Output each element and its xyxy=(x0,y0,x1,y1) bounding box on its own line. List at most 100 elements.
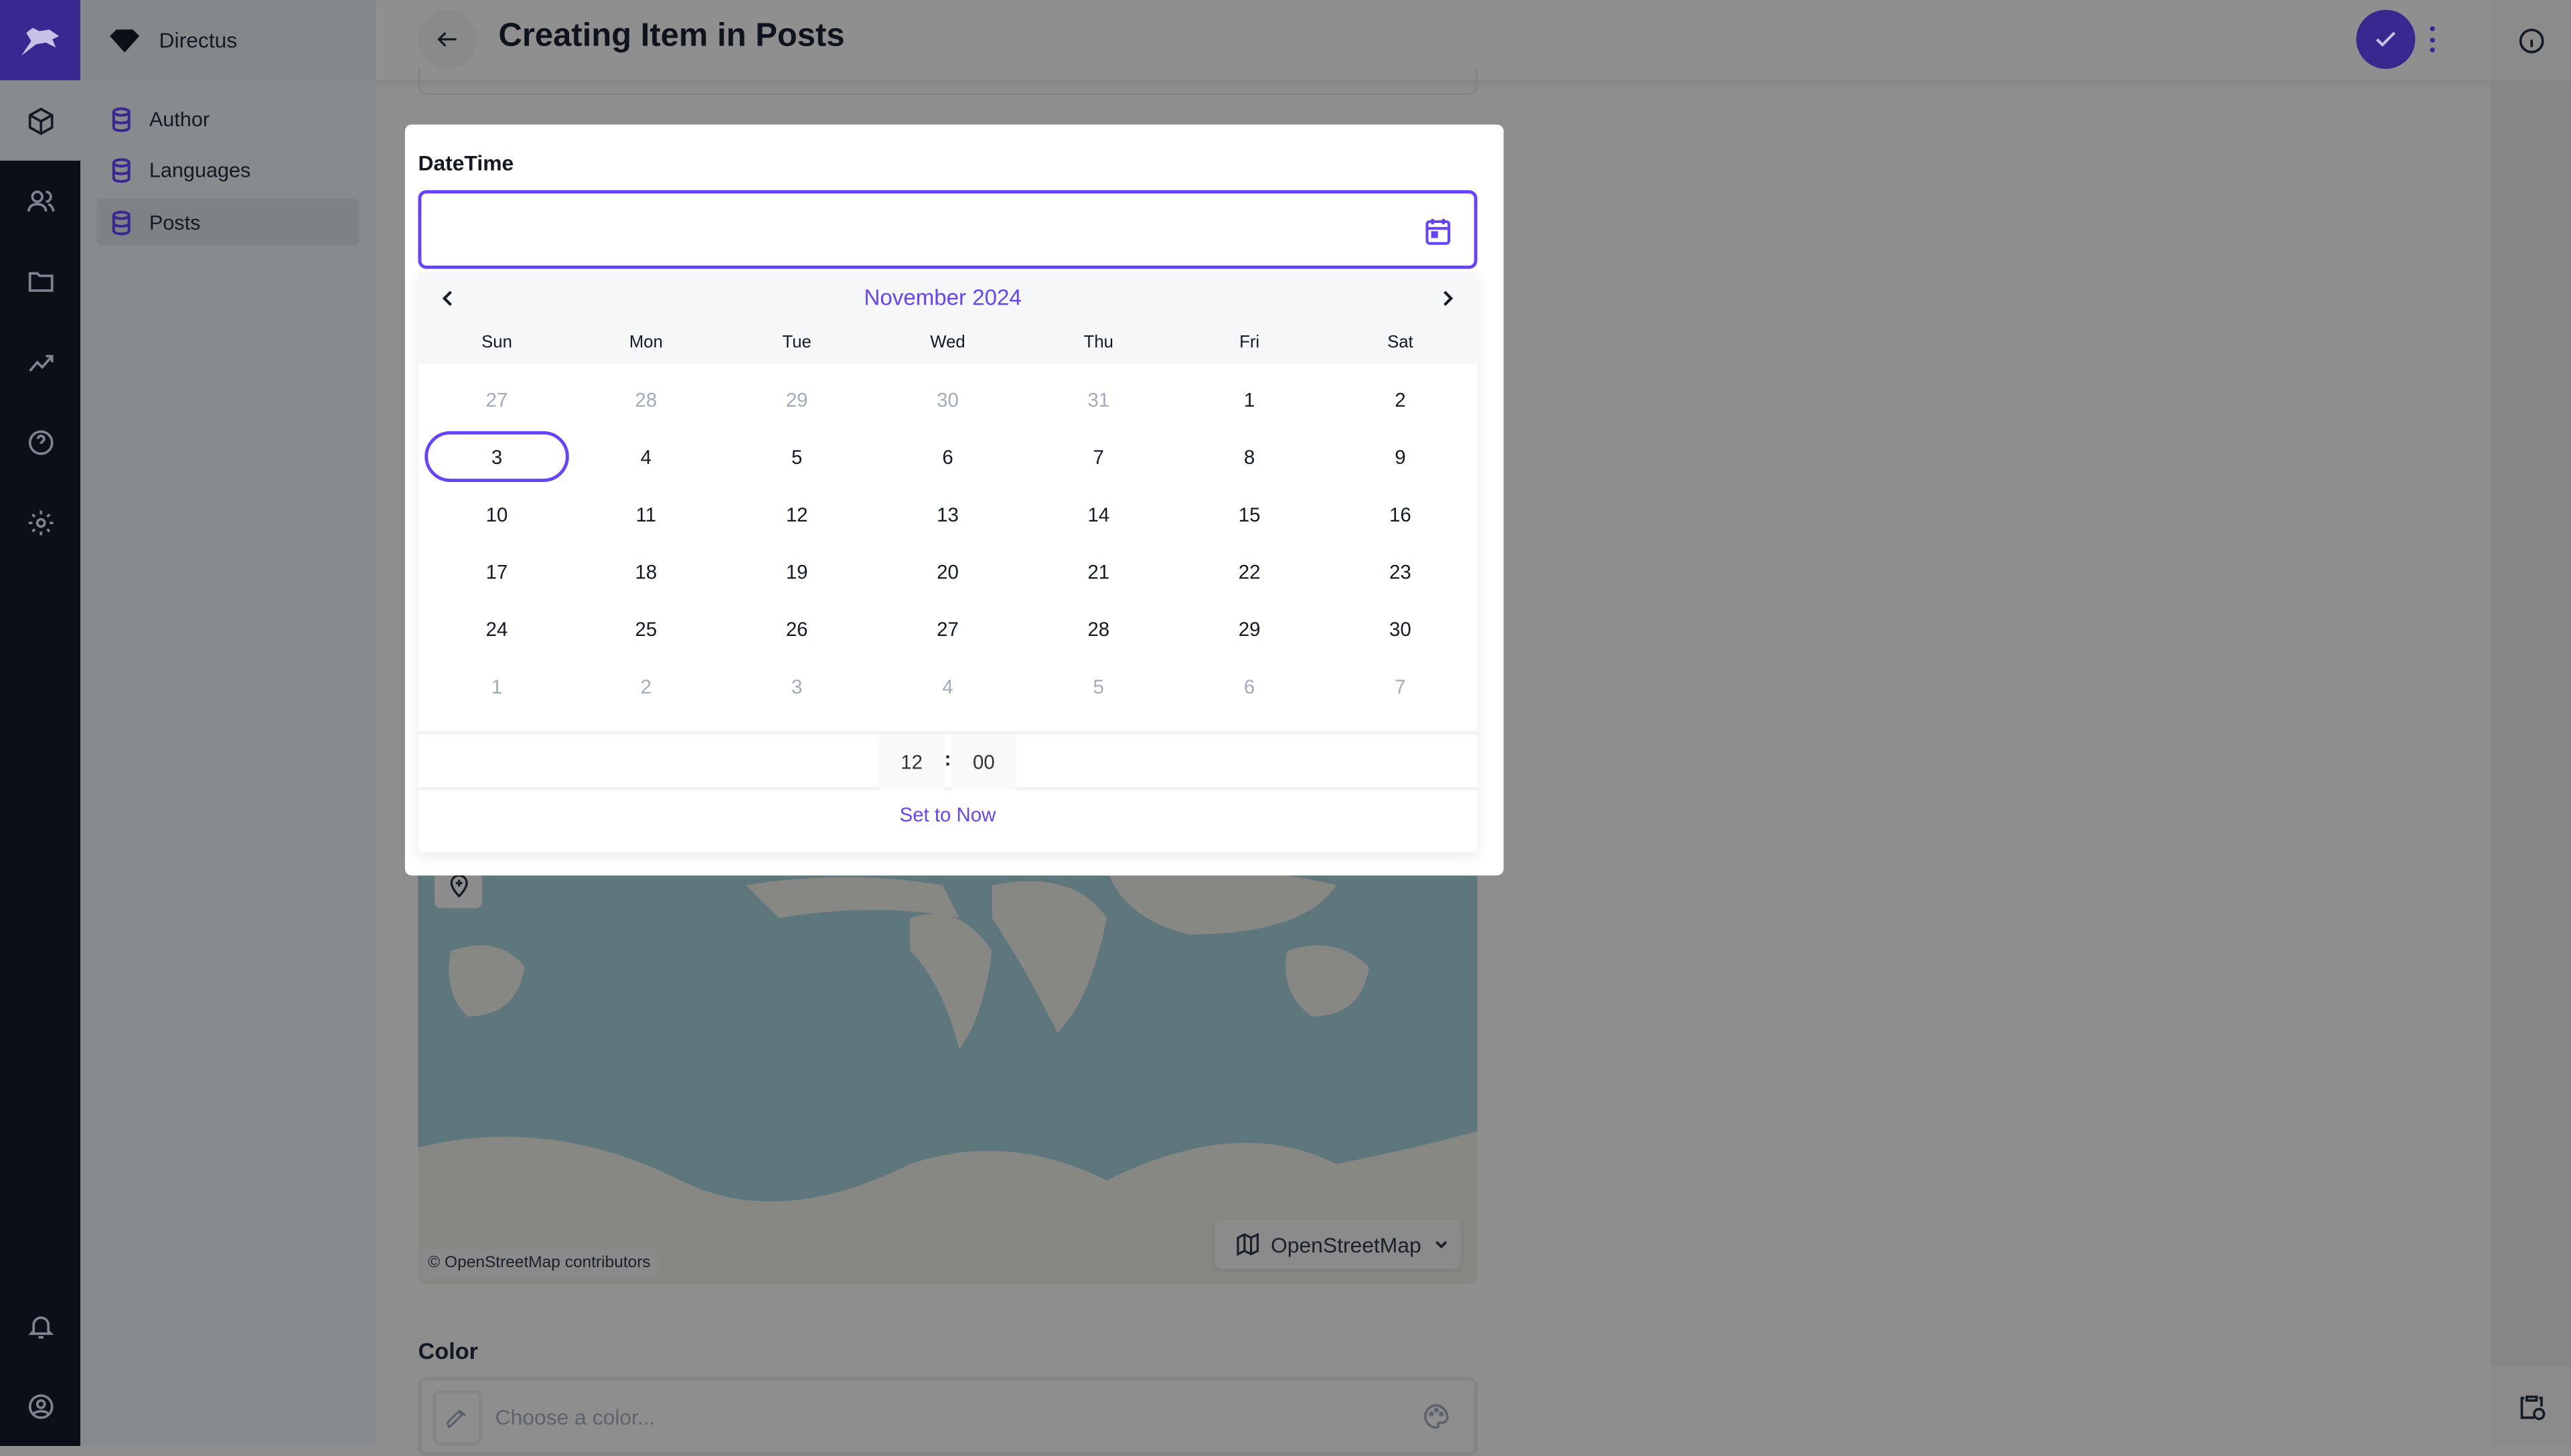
previous-field xyxy=(418,68,1478,96)
project-name: Directus xyxy=(159,27,238,53)
calendar-day[interactable]: 17 xyxy=(485,560,508,583)
calendar-day[interactable]: 30 xyxy=(937,388,959,411)
calendar-day[interactable]: 31 xyxy=(1087,388,1110,411)
project-logo-icon xyxy=(110,28,140,52)
calendar-day[interactable]: 28 xyxy=(635,388,657,411)
users-icon[interactable] xyxy=(23,183,57,218)
calendar-day[interactable]: 27 xyxy=(485,388,508,411)
calendar-day[interactable]: 27 xyxy=(937,617,959,641)
calendar-day[interactable]: 12 xyxy=(785,502,808,525)
back-button[interactable] xyxy=(418,9,477,69)
weekday-header: Tue xyxy=(782,333,811,353)
calendar-day[interactable]: 30 xyxy=(1389,617,1411,641)
nav-item-author[interactable]: Author xyxy=(96,95,359,143)
calendar-day[interactable]: 15 xyxy=(1238,502,1261,525)
calendar-day[interactable]: 8 xyxy=(1243,444,1255,469)
nav-item-label: Author xyxy=(149,107,210,131)
datetime-label: DateTime xyxy=(418,151,514,176)
chevron-right-icon xyxy=(1444,291,1454,306)
check-icon xyxy=(2375,31,2396,47)
weekday-header: Thu xyxy=(1083,333,1113,353)
map-tiles xyxy=(418,866,1478,1284)
calendar-day[interactable]: 13 xyxy=(937,502,959,525)
database-icon xyxy=(112,210,131,235)
sidebar-right xyxy=(2491,0,2571,1447)
hour-input[interactable]: 12 xyxy=(878,734,945,791)
month-label[interactable]: November 2024 xyxy=(864,285,1022,310)
database-icon xyxy=(112,106,131,131)
calendar-day[interactable]: 29 xyxy=(1238,617,1261,641)
folder-icon[interactable] xyxy=(23,264,57,298)
calendar-day[interactable]: 16 xyxy=(1389,502,1411,525)
calendar-day[interactable]: 26 xyxy=(785,617,808,641)
bell-icon[interactable] xyxy=(23,1308,57,1342)
previous-month-button[interactable] xyxy=(435,285,461,311)
eyedropper-button[interactable] xyxy=(433,1390,483,1447)
calendar-day[interactable]: 7 xyxy=(1395,674,1406,698)
calendar-day[interactable]: 11 xyxy=(635,502,657,525)
account-icon[interactable] xyxy=(23,1388,57,1423)
calendar-day[interactable]: 4 xyxy=(640,444,652,469)
calendar-day[interactable]: 6 xyxy=(1243,674,1255,698)
color-label: Color xyxy=(418,1338,479,1364)
weekday-header: Wed xyxy=(930,333,965,353)
calendar-header xyxy=(418,272,1478,364)
chevron-left-icon xyxy=(442,291,452,306)
map-field[interactable] xyxy=(418,852,1478,1284)
calendar-day[interactable]: 24 xyxy=(485,617,508,641)
clipboard-icon xyxy=(2519,1394,2545,1420)
navigation-sidebar: Directus Author Languages Posts xyxy=(80,0,376,1447)
calendar-day[interactable]: 1 xyxy=(1243,388,1255,411)
calendar-day[interactable]: 2 xyxy=(640,674,652,698)
palette-icon[interactable] xyxy=(1421,1402,1454,1435)
color-placeholder: Choose a color... xyxy=(495,1404,655,1430)
nav-item-languages[interactable]: Languages xyxy=(96,146,359,193)
chevron-down-icon xyxy=(1435,1240,1447,1249)
project-header[interactable]: Directus xyxy=(80,0,376,81)
calendar-day[interactable]: 3 xyxy=(424,431,569,483)
calendar-day[interactable]: 23 xyxy=(1389,560,1411,583)
next-month-button[interactable] xyxy=(1435,285,1461,311)
calendar-day[interactable]: 10 xyxy=(485,502,508,525)
calendar-day[interactable]: 5 xyxy=(1093,674,1105,698)
calendar-day[interactable]: 2 xyxy=(1395,388,1406,411)
more-options-button[interactable] xyxy=(2422,23,2441,56)
calendar-day[interactable]: 25 xyxy=(635,617,657,641)
calendar-day[interactable]: 18 xyxy=(635,560,657,583)
calendar-day[interactable]: 19 xyxy=(785,560,808,583)
calendar-day[interactable]: 9 xyxy=(1395,444,1406,469)
time-separator: : xyxy=(944,747,951,771)
datetime-input[interactable] xyxy=(418,190,1478,269)
directus-logo[interactable] xyxy=(0,0,81,81)
calendar-day[interactable]: 4 xyxy=(942,674,953,698)
info-button[interactable] xyxy=(2491,0,2571,81)
nav-item-posts[interactable]: Posts xyxy=(96,198,360,246)
minute-input[interactable]: 00 xyxy=(951,734,1017,791)
help-icon[interactable] xyxy=(23,424,57,459)
calendar-icon[interactable] xyxy=(1421,215,1454,248)
settings-icon[interactable] xyxy=(23,505,57,539)
basemap-select[interactable]: OpenStreetMap xyxy=(1215,1220,1462,1269)
set-to-now-button[interactable]: Set to Now xyxy=(899,803,996,827)
date-picker: November 2024 Sun Mon Tue Wed Thu Fri Sat 27 28… xyxy=(418,272,1478,853)
database-icon xyxy=(112,157,131,182)
calendar-day[interactable]: 14 xyxy=(1087,502,1110,525)
save-button[interactable] xyxy=(2356,9,2416,69)
calendar-day[interactable]: 5 xyxy=(791,444,803,469)
calendar-day[interactable]: 28 xyxy=(1087,617,1110,641)
calendar-day[interactable]: 1 xyxy=(491,674,503,698)
calendar-day[interactable]: 21 xyxy=(1087,560,1110,583)
calendar-day[interactable]: 22 xyxy=(1238,560,1261,583)
calendar-day[interactable]: 6 xyxy=(942,444,953,469)
calendar-day[interactable]: 7 xyxy=(1093,444,1105,469)
time-row: 12 : 00 xyxy=(418,731,1478,791)
calendar-day[interactable]: 29 xyxy=(785,388,808,411)
calendar-day[interactable]: 20 xyxy=(937,560,959,583)
map-attribution[interactable]: © OpenStreetMap contributors xyxy=(419,1249,659,1277)
insights-icon[interactable] xyxy=(23,344,57,378)
calendar-day[interactable]: 3 xyxy=(791,674,803,698)
module-rail xyxy=(0,0,81,1447)
box-icon[interactable] xyxy=(23,103,57,137)
arrow-left-icon xyxy=(437,31,457,47)
clipboard-button[interactable] xyxy=(2491,1366,2571,1447)
